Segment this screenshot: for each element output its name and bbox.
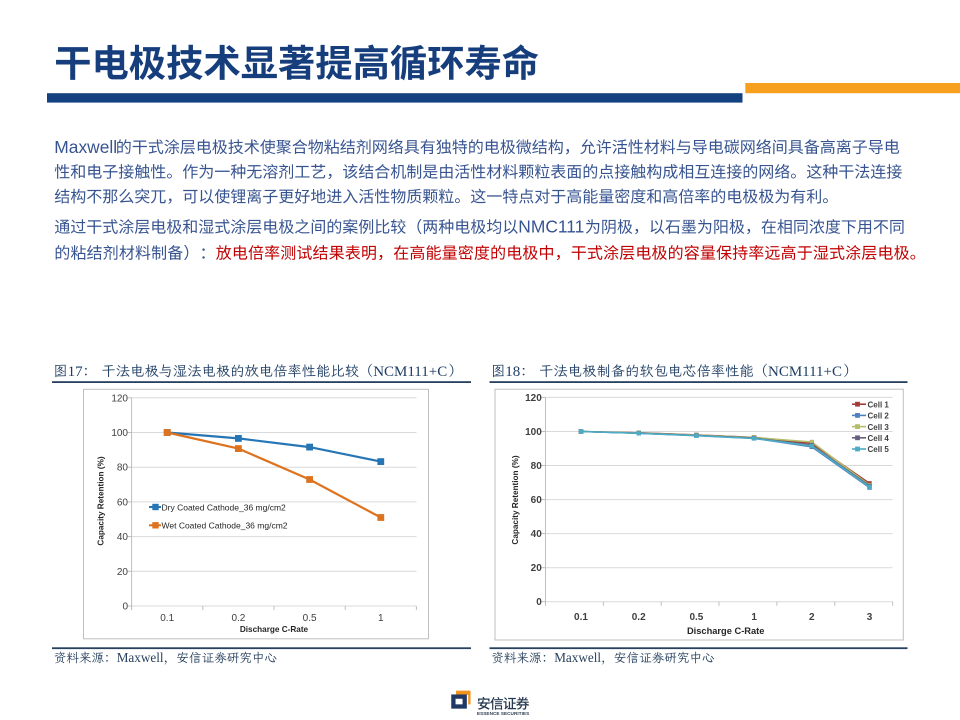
- svg-text:60: 60: [117, 497, 129, 508]
- svg-text:80: 80: [531, 461, 543, 472]
- svg-text:2: 2: [809, 612, 815, 623]
- svg-text:80: 80: [117, 463, 129, 474]
- svg-text:20: 20: [531, 563, 543, 574]
- svg-text:Cell 5: Cell 5: [868, 445, 890, 454]
- svg-text:Capacity Retention (%): Capacity Retention (%): [97, 456, 106, 545]
- svg-text:0.2: 0.2: [231, 613, 245, 624]
- svg-text:18: 18: [505, 364, 520, 380]
- svg-text:0.1: 0.1: [574, 612, 588, 623]
- svg-text:0.5: 0.5: [303, 613, 317, 624]
- svg-text:0.5: 0.5: [689, 612, 703, 623]
- svg-text:Dry Coated Cathode_36 mg/cm2: Dry Coated Cathode_36 mg/cm2: [162, 502, 287, 512]
- svg-text:Capacity Retention (%): Capacity Retention (%): [511, 455, 520, 544]
- svg-text:0.1: 0.1: [160, 613, 174, 624]
- svg-text:Discharge C-Rate: Discharge C-Rate: [240, 625, 309, 634]
- svg-text:17: 17: [68, 364, 84, 380]
- svg-text:NCM111+C: NCM111+C: [373, 364, 447, 380]
- svg-text:Discharge C-Rate: Discharge C-Rate: [687, 626, 765, 636]
- svg-text:100: 100: [111, 428, 128, 439]
- svg-text:Maxwell: Maxwell: [554, 650, 601, 665]
- svg-text:100: 100: [525, 427, 542, 438]
- svg-text:Cell 4: Cell 4: [868, 434, 890, 443]
- svg-text:Cell 1: Cell 1: [868, 400, 890, 409]
- svg-text:ESSENCE SECURITIES: ESSENCE SECURITIES: [477, 711, 529, 716]
- svg-text:1: 1: [751, 612, 757, 623]
- svg-text:120: 120: [111, 393, 128, 404]
- svg-text:NCM111+C: NCM111+C: [768, 364, 842, 380]
- svg-text:0: 0: [122, 602, 128, 613]
- svg-text:Wet Coated Cathode_36 mg/cm2: Wet Coated Cathode_36 mg/cm2: [162, 521, 288, 531]
- svg-text:Maxwell: Maxwell: [117, 650, 164, 665]
- svg-text:Maxwell: Maxwell: [54, 137, 117, 157]
- svg-text:NMC111: NMC111: [518, 217, 584, 237]
- svg-text:120: 120: [525, 393, 542, 404]
- svg-text:3: 3: [867, 612, 873, 623]
- svg-text:20: 20: [117, 567, 129, 578]
- svg-text:40: 40: [531, 529, 543, 540]
- svg-text:60: 60: [531, 495, 543, 506]
- svg-text:0.2: 0.2: [632, 612, 646, 623]
- svg-text:40: 40: [117, 532, 129, 543]
- svg-text:0: 0: [536, 597, 542, 608]
- svg-text:1: 1: [378, 613, 384, 624]
- svg-text:Cell 3: Cell 3: [868, 423, 890, 432]
- svg-text:Cell 2: Cell 2: [868, 412, 890, 421]
